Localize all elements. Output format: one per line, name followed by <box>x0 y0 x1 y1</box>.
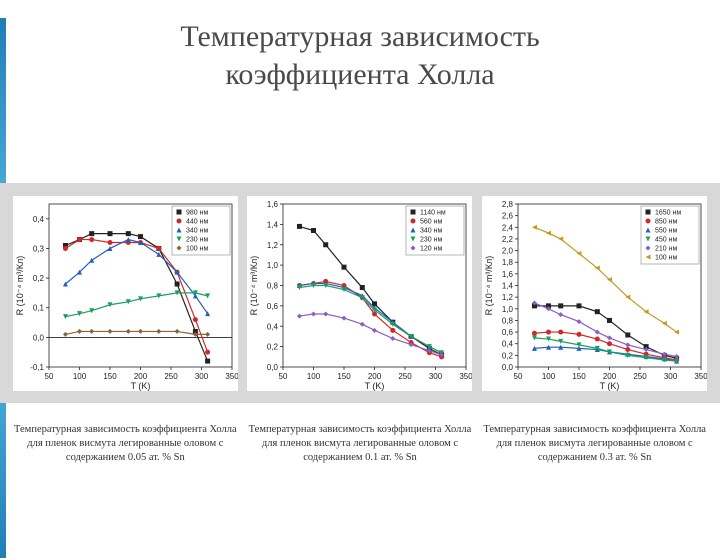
svg-text:0,1: 0,1 <box>33 303 45 312</box>
svg-text:2,4: 2,4 <box>502 223 514 232</box>
svg-text:0,8: 0,8 <box>502 316 514 325</box>
svg-text:R (10⁻⁴ m³/Кл): R (10⁻⁴ m³/Кл) <box>484 255 494 315</box>
svg-text:350: 350 <box>694 372 707 381</box>
svg-text:T (K): T (K) <box>365 381 385 391</box>
svg-text:100: 100 <box>542 372 556 381</box>
svg-text:250: 250 <box>633 372 647 381</box>
svg-text:0,4: 0,4 <box>33 214 45 223</box>
caption-0: Температурная зависимость коэффициента Х… <box>13 423 238 466</box>
svg-text:1140 нм: 1140 нм <box>420 209 446 216</box>
captions-row: Температурная зависимость коэффициента Х… <box>0 423 720 466</box>
svg-text:350: 350 <box>460 372 473 381</box>
svg-text:340 нм: 340 нм <box>186 227 208 234</box>
chart-0-05: -0,1 0,0 0,1 0,2 0,3 0,4 50 100 150 200 250 300 350 9… <box>13 196 238 391</box>
svg-text:R (10⁻⁴ m³/Кл): R (10⁻⁴ m³/Кл) <box>15 255 25 315</box>
svg-text:2,0: 2,0 <box>502 246 514 255</box>
svg-text:200: 200 <box>134 372 148 381</box>
svg-text:440 нм: 440 нм <box>186 218 208 225</box>
svg-text:0,4: 0,4 <box>267 322 279 331</box>
svg-text:0,2: 0,2 <box>33 274 45 283</box>
svg-text:0,3: 0,3 <box>33 244 45 253</box>
svg-text:350: 350 <box>225 372 238 381</box>
svg-text:0,8: 0,8 <box>267 281 279 290</box>
svg-text:450 нм: 450 нм <box>655 236 677 243</box>
svg-text:200: 200 <box>368 372 382 381</box>
svg-text:50: 50 <box>44 372 53 381</box>
title-line2: коэффициента Холла <box>225 58 494 91</box>
svg-text:0,6: 0,6 <box>267 301 279 310</box>
svg-text:T (K): T (K) <box>130 381 150 391</box>
svg-text:340 нм: 340 нм <box>420 227 442 234</box>
svg-text:1,4: 1,4 <box>502 281 514 290</box>
svg-text:2,8: 2,8 <box>502 200 514 209</box>
svg-text:230 нм: 230 нм <box>186 236 208 243</box>
svg-text:T (K): T (K) <box>600 381 620 391</box>
svg-text:200: 200 <box>603 372 617 381</box>
svg-text:2,2: 2,2 <box>502 234 514 243</box>
svg-text:0,6: 0,6 <box>502 328 514 337</box>
svg-text:2,6: 2,6 <box>502 211 514 220</box>
svg-text:1,0: 1,0 <box>267 261 279 270</box>
svg-text:0,2: 0,2 <box>502 351 514 360</box>
svg-text:250: 250 <box>164 372 178 381</box>
caption-1: Температурная зависимость коэффициента Х… <box>247 423 472 466</box>
caption-2: Температурная зависимость коэффициента Х… <box>482 423 707 466</box>
svg-text:1,2: 1,2 <box>267 240 279 249</box>
svg-text:100 нм: 100 нм <box>655 254 677 261</box>
svg-text:1,6: 1,6 <box>267 200 279 209</box>
svg-text:-0,1: -0,1 <box>30 363 44 372</box>
svg-text:100 нм: 100 нм <box>186 245 208 252</box>
svg-text:560 нм: 560 нм <box>420 218 442 225</box>
svg-text:1,4: 1,4 <box>267 220 279 229</box>
svg-text:0,0: 0,0 <box>267 363 279 372</box>
svg-text:250: 250 <box>399 372 413 381</box>
svg-text:850 нм: 850 нм <box>655 218 677 225</box>
svg-text:230 нм: 230 нм <box>420 236 442 243</box>
svg-text:150: 150 <box>572 372 586 381</box>
svg-text:100: 100 <box>307 372 321 381</box>
page-title: Температурная зависимость коэффициента Х… <box>0 18 720 93</box>
svg-text:150: 150 <box>338 372 352 381</box>
svg-text:980 нм: 980 нм <box>186 209 208 216</box>
svg-text:R (10⁻⁴ m³/Кл): R (10⁻⁴ m³/Кл) <box>249 255 259 315</box>
svg-text:300: 300 <box>429 372 443 381</box>
svg-text:550 нм: 550 нм <box>655 227 677 234</box>
svg-text:100: 100 <box>73 372 87 381</box>
svg-text:0,0: 0,0 <box>33 333 45 342</box>
svg-text:1,8: 1,8 <box>502 258 514 267</box>
chart-0-3: 0,0 0,2 0,4 0,6 0,8 1,0 1,2 1,4 1,6 1,8 2,0 2,2 2,4 2… <box>482 196 707 391</box>
title-line1: Температурная зависимость <box>180 20 539 53</box>
svg-text:300: 300 <box>195 372 209 381</box>
chart-0-1: 0,0 0,2 0,4 0,6 0,8 1,0 1,2 1,4 1,6 50 100 150 200 25… <box>247 196 472 391</box>
svg-text:0,4: 0,4 <box>502 339 514 348</box>
svg-text:1650 нм: 1650 нм <box>655 209 681 216</box>
svg-text:0,2: 0,2 <box>267 342 279 351</box>
chart-band: -0,1 0,0 0,1 0,2 0,3 0,4 50 100 150 200 250 300 350 9… <box>0 183 720 403</box>
svg-text:50: 50 <box>279 372 288 381</box>
svg-text:210 нм: 210 нм <box>655 245 677 252</box>
svg-text:150: 150 <box>103 372 117 381</box>
svg-text:0,0: 0,0 <box>502 363 514 372</box>
svg-text:120 нм: 120 нм <box>420 245 442 252</box>
svg-text:300: 300 <box>664 372 678 381</box>
svg-text:1,0: 1,0 <box>502 304 514 313</box>
svg-text:1,2: 1,2 <box>502 293 514 302</box>
svg-text:1,6: 1,6 <box>502 269 514 278</box>
svg-text:50: 50 <box>514 372 523 381</box>
